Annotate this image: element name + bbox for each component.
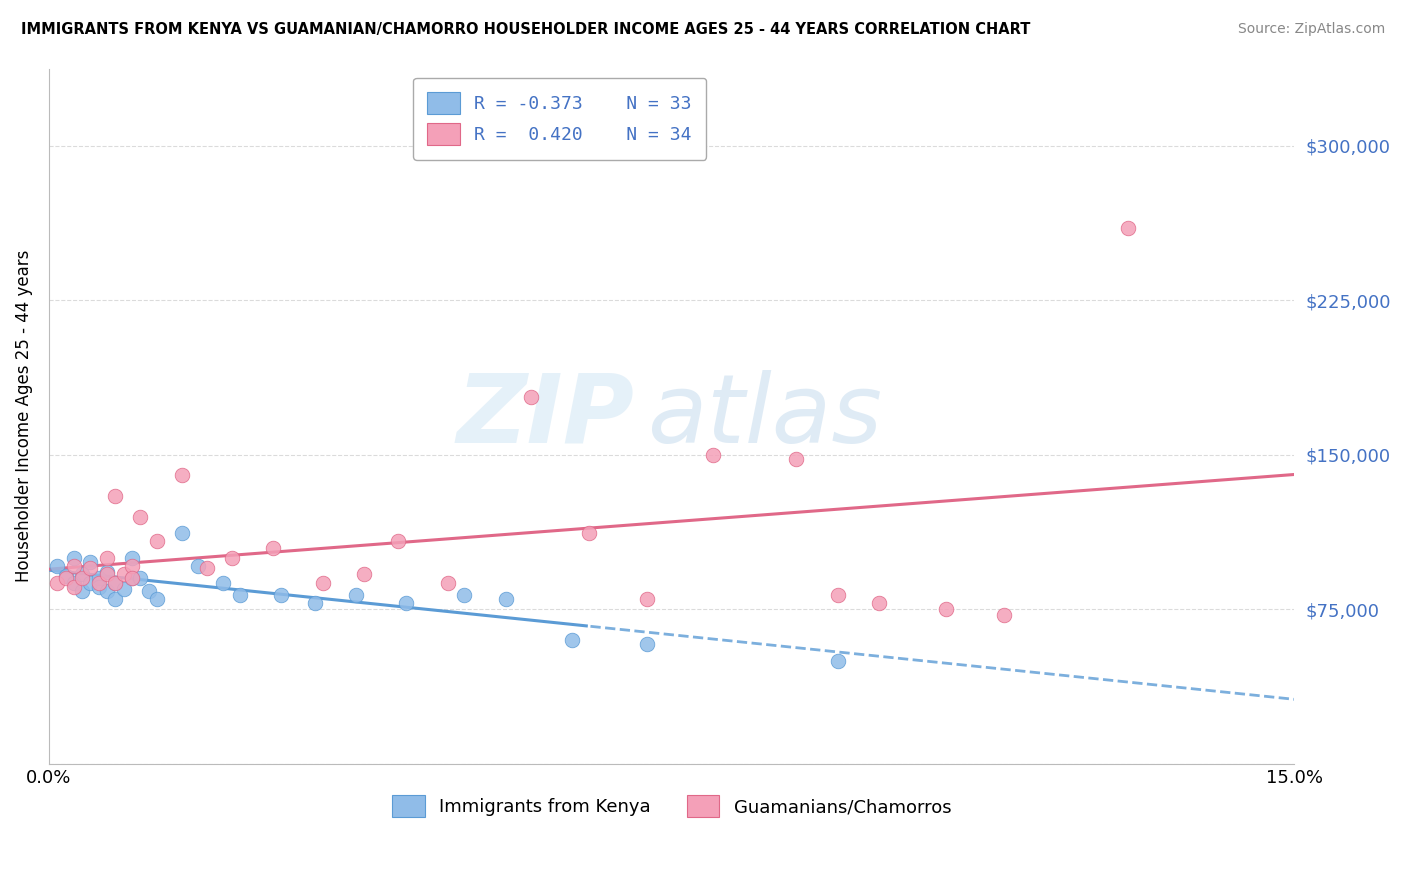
Point xyxy=(87,571,110,585)
Point xyxy=(104,489,127,503)
Point xyxy=(63,575,86,590)
Legend: Immigrants from Kenya, Guamanians/Chamorros: Immigrants from Kenya, Guamanians/Chamor… xyxy=(385,788,959,824)
Point xyxy=(1118,221,1140,235)
Point xyxy=(138,583,160,598)
Point xyxy=(79,555,101,569)
Point xyxy=(561,633,583,648)
Point xyxy=(702,448,724,462)
Y-axis label: Householder Income Ages 25 - 44 years: Householder Income Ages 25 - 44 years xyxy=(15,250,32,582)
Point xyxy=(344,588,367,602)
Point xyxy=(55,569,77,583)
Point xyxy=(129,509,152,524)
Point xyxy=(212,575,235,590)
Point xyxy=(96,567,118,582)
Point xyxy=(827,588,849,602)
Point xyxy=(87,575,110,590)
Point xyxy=(46,575,69,590)
Point xyxy=(96,566,118,580)
Point xyxy=(993,608,1015,623)
Point xyxy=(436,575,458,590)
Text: ZIP: ZIP xyxy=(457,369,634,463)
Point xyxy=(121,571,143,585)
Point xyxy=(270,588,292,602)
Point xyxy=(104,575,127,590)
Text: Source: ZipAtlas.com: Source: ZipAtlas.com xyxy=(1237,22,1385,37)
Point xyxy=(229,588,252,602)
Point xyxy=(785,451,807,466)
Point xyxy=(70,571,93,585)
Point xyxy=(146,534,169,549)
Point xyxy=(395,596,418,610)
Point xyxy=(636,637,658,651)
Point xyxy=(63,550,86,565)
Text: atlas: atlas xyxy=(647,369,882,463)
Point xyxy=(195,561,218,575)
Point xyxy=(129,571,152,585)
Point xyxy=(46,559,69,574)
Point xyxy=(55,571,77,585)
Point xyxy=(170,468,193,483)
Point xyxy=(868,596,890,610)
Text: IMMIGRANTS FROM KENYA VS GUAMANIAN/CHAMORRO HOUSEHOLDER INCOME AGES 25 - 44 YEAR: IMMIGRANTS FROM KENYA VS GUAMANIAN/CHAMO… xyxy=(21,22,1031,37)
Point xyxy=(112,567,135,582)
Point xyxy=(827,654,849,668)
Point xyxy=(495,592,517,607)
Point xyxy=(79,575,101,590)
Point xyxy=(70,567,93,582)
Point xyxy=(121,571,143,585)
Point xyxy=(170,526,193,541)
Point xyxy=(187,559,209,574)
Point xyxy=(387,534,409,549)
Point xyxy=(146,592,169,607)
Point xyxy=(121,550,143,565)
Point xyxy=(63,580,86,594)
Point xyxy=(87,580,110,594)
Point xyxy=(96,583,118,598)
Point xyxy=(935,602,957,616)
Point xyxy=(79,561,101,575)
Point xyxy=(63,559,86,574)
Point xyxy=(70,583,93,598)
Point xyxy=(519,390,541,404)
Point xyxy=(96,550,118,565)
Point xyxy=(636,592,658,607)
Point xyxy=(353,567,375,582)
Point xyxy=(221,550,243,565)
Point xyxy=(304,596,326,610)
Point xyxy=(312,575,335,590)
Point xyxy=(121,559,143,574)
Point xyxy=(453,588,475,602)
Point xyxy=(104,575,127,590)
Point xyxy=(104,592,127,607)
Point xyxy=(112,582,135,596)
Point xyxy=(578,526,600,541)
Point xyxy=(262,541,284,555)
